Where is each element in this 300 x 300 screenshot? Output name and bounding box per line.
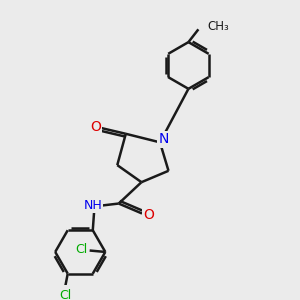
Text: NH: NH	[84, 199, 102, 212]
Text: O: O	[90, 120, 101, 134]
Text: N: N	[158, 133, 169, 146]
Text: CH₃: CH₃	[207, 20, 229, 33]
Text: Cl: Cl	[59, 289, 71, 300]
Text: O: O	[143, 208, 154, 222]
Text: Cl: Cl	[76, 243, 88, 256]
